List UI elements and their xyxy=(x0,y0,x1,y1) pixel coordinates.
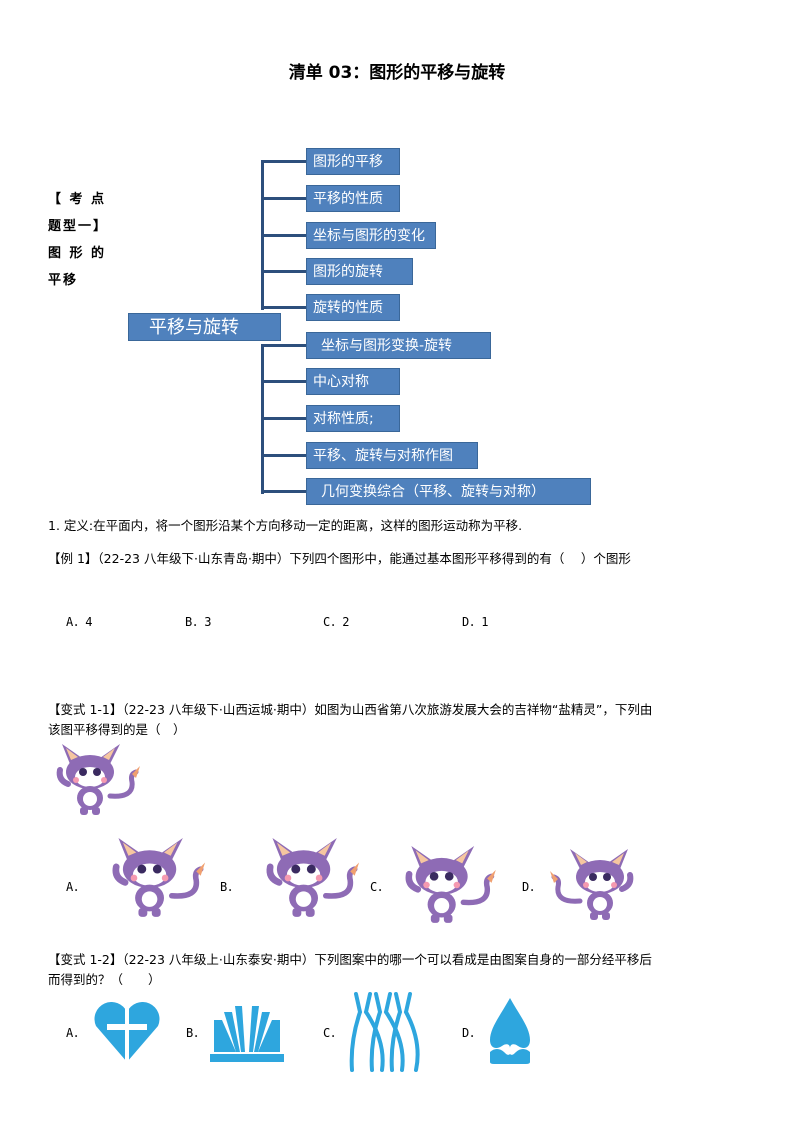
definition-text: 1. 定义:在平面内，将一个图形沿某个方向移动一定的距离，这样的图形运动称为平移… xyxy=(48,518,523,533)
variant1-1-option-b: B． xyxy=(220,880,240,894)
mindmap-branch-node: 中心对称 xyxy=(306,368,400,395)
mascot-option-c-image xyxy=(396,846,496,928)
book-rays-icon xyxy=(210,1006,284,1062)
connector-line xyxy=(261,160,306,163)
mascot-image xyxy=(48,744,140,820)
mindmap-branch-node: 几何变换综合（平移、旋转与对称） xyxy=(306,478,591,505)
example1-option-b: B．3 xyxy=(185,615,212,629)
connector-line xyxy=(261,306,306,309)
page-title: 清单 03：图形的平移与旋转 xyxy=(288,63,506,83)
connector-line xyxy=(261,270,306,273)
connector-line xyxy=(261,417,306,420)
heart-cross-icon xyxy=(94,1002,160,1062)
connector-line xyxy=(261,344,306,347)
variant1-2-question-line1: 【变式 1-2】（22-23 八年级上·山东泰安·期中）下列图案中的哪一个可以看… xyxy=(48,952,652,967)
mascot-option-b-image xyxy=(250,838,366,922)
variant1-2-option-d: D． xyxy=(462,1026,482,1040)
mindmap-branch-node: 对称性质; xyxy=(306,405,400,432)
mascot-option-a-image xyxy=(96,838,212,922)
connector-line xyxy=(261,454,306,457)
mindmap-branch-node: 旋转的性质 xyxy=(306,294,400,321)
mindmap-center-node: 平移与旋转 xyxy=(128,313,281,341)
mindmap-branch-node: 图形的旋转 xyxy=(306,258,413,285)
connector-line xyxy=(261,197,306,200)
mindmap-branch-node: 平移、旋转与对称作图 xyxy=(306,442,478,469)
variant1-2-option-a: A． xyxy=(66,1026,86,1040)
mindmap-branch-node: 图形的平移 xyxy=(306,148,400,175)
water-drop-icon xyxy=(490,998,530,1064)
mascot-option-d-image xyxy=(550,848,642,926)
connector-line xyxy=(261,380,306,383)
mindmap-branch-node: 平移的性质 xyxy=(306,185,400,212)
variant1-1-question-line2: 该图平移得到的是（ ） xyxy=(48,722,186,737)
variant1-2-question-line2: 而得到的？（ ） xyxy=(48,972,161,987)
variant1-1-question-line1: 【变式 1-1】（22-23 八年级下·山西运城·期中）如图为山西省第八次旅游发… xyxy=(48,702,653,717)
side-heading-line: 图 形 的 xyxy=(48,246,107,261)
connector-line xyxy=(261,490,306,493)
side-heading-line: 平移 xyxy=(48,273,79,288)
variant1-2-option-c: C． xyxy=(323,1026,343,1040)
mindmap-branch-node: 坐标与图形的变化 xyxy=(306,222,436,249)
mindmap-branch-node: 坐标与图形变换-旋转 xyxy=(306,332,491,359)
example1-question: 【例 1】（22-23 八年级下·山东青岛·期中）下列四个图形中，能通过基本图形… xyxy=(48,551,631,566)
variant1-1-option-d: D． xyxy=(522,880,542,894)
pliers-pattern-icon xyxy=(349,992,420,1072)
example1-option-c: C．2 xyxy=(323,615,350,629)
variant1-1-option-c: C． xyxy=(370,880,390,894)
example1-option-d: D．1 xyxy=(462,615,489,629)
side-heading-line: 【 考 点 xyxy=(48,192,107,207)
variant1-2-option-b: B． xyxy=(186,1026,206,1040)
variant1-1-option-a: A． xyxy=(66,880,86,894)
connector-line xyxy=(261,234,306,237)
side-heading-line: 题型一】 xyxy=(48,219,109,234)
example1-option-a: A．4 xyxy=(66,615,93,629)
